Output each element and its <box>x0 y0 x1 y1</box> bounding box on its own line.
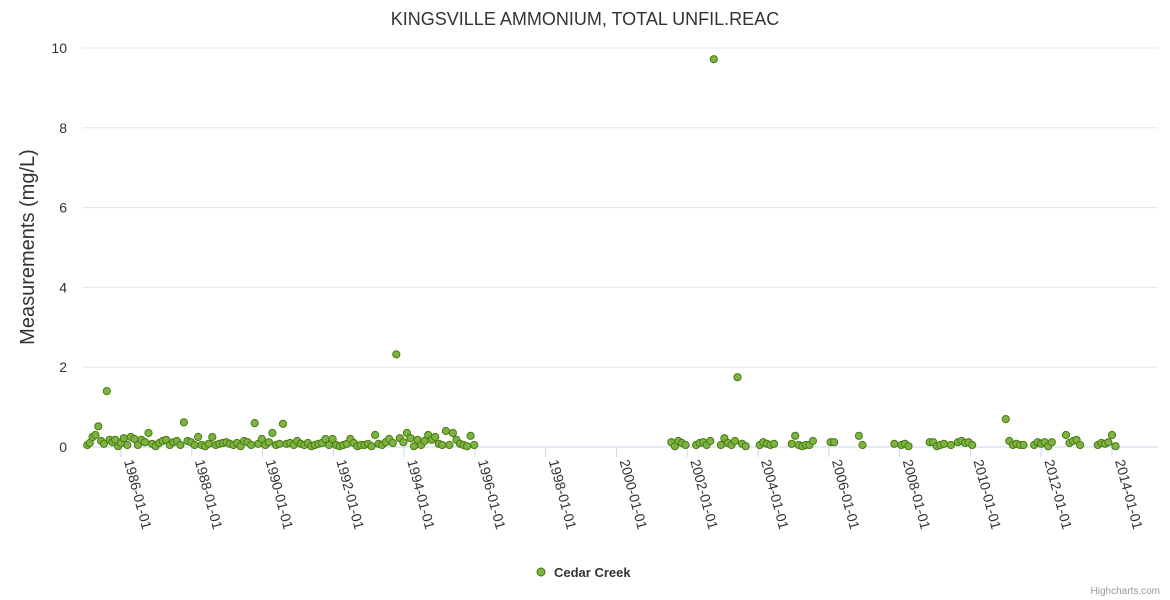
data-point[interactable] <box>716 440 726 450</box>
data-point[interactable] <box>1107 430 1117 440</box>
data-point[interactable] <box>706 436 715 446</box>
data-point[interactable] <box>939 439 949 448</box>
data-point[interactable] <box>733 373 742 382</box>
legend[interactable]: Cedar Creek <box>536 565 631 580</box>
data-point[interactable] <box>388 438 397 448</box>
data-point[interactable] <box>392 350 401 359</box>
data-point[interactable] <box>709 55 718 64</box>
data-point[interactable] <box>730 436 740 446</box>
data-point[interactable] <box>367 442 376 451</box>
series-cedar-creek <box>83 55 1120 451</box>
y-tick-label: 6 <box>59 200 67 216</box>
y-tick-label: 2 <box>59 359 67 375</box>
data-point[interactable] <box>91 430 100 440</box>
data-point[interactable] <box>890 439 899 448</box>
y-tick-label: 10 <box>51 40 67 56</box>
data-point[interactable] <box>264 438 273 447</box>
grid-lines <box>82 47 1158 368</box>
chart-title: KINGSVILLE AMMONIUM, TOTAL UNFIL.REAC <box>391 9 779 29</box>
data-point[interactable] <box>830 438 839 447</box>
y-tick-label: 0 <box>59 439 67 455</box>
data-point[interactable] <box>904 442 913 451</box>
data-point[interactable] <box>278 419 288 428</box>
data-point[interactable] <box>681 440 690 450</box>
data-point[interactable] <box>371 430 380 440</box>
data-point[interactable] <box>470 440 479 450</box>
data-point[interactable] <box>1111 442 1120 451</box>
data-point[interactable] <box>1061 430 1071 440</box>
data-point[interactable] <box>463 442 472 451</box>
data-point[interactable] <box>1076 440 1085 450</box>
data-point[interactable] <box>140 438 150 447</box>
data-point[interactable] <box>268 428 277 438</box>
data-point[interactable] <box>176 440 185 450</box>
y-tick-label: 8 <box>59 120 67 136</box>
data-point[interactable] <box>431 432 440 442</box>
data-point[interactable] <box>328 434 337 444</box>
data-point[interactable] <box>968 440 977 450</box>
data-point[interactable] <box>466 431 475 440</box>
data-point[interactable] <box>808 436 818 446</box>
data-point[interactable] <box>448 428 457 438</box>
data-point[interactable] <box>1001 415 1010 424</box>
data-point[interactable] <box>179 418 188 427</box>
data-point[interactable] <box>94 422 103 431</box>
data-point[interactable] <box>858 440 867 450</box>
data-point[interactable] <box>946 440 956 450</box>
data-point[interactable] <box>741 442 750 451</box>
data-point[interactable] <box>438 440 447 450</box>
data-point[interactable] <box>1019 440 1028 450</box>
legend-item-cedar-creek[interactable]: Cedar Creek <box>554 565 631 580</box>
legend-marker <box>536 567 546 577</box>
data-point[interactable] <box>791 431 800 440</box>
data-point[interactable] <box>99 439 109 448</box>
data-point[interactable] <box>102 387 111 396</box>
data-point[interactable] <box>275 439 284 448</box>
data-point[interactable] <box>119 434 128 443</box>
data-point[interactable] <box>441 426 450 436</box>
data-point[interactable] <box>123 440 132 450</box>
y-axis-label: Measurements (mg/L) <box>17 149 39 345</box>
data-point[interactable] <box>399 438 408 447</box>
data-point[interactable] <box>1047 438 1056 447</box>
data-point[interactable] <box>445 440 454 450</box>
data-point[interactable] <box>208 432 217 442</box>
data-point[interactable] <box>787 439 796 448</box>
credits-link[interactable]: Highcharts.com <box>1091 586 1160 597</box>
data-point[interactable] <box>190 440 199 450</box>
data-point[interactable] <box>250 419 259 428</box>
data-point[interactable] <box>194 432 203 442</box>
data-point[interactable] <box>406 434 415 443</box>
y-axis-ticks: 0 2 4 6 8 10 <box>51 40 67 455</box>
data-point[interactable] <box>144 428 153 438</box>
y-tick-label: 4 <box>59 279 67 295</box>
data-point[interactable] <box>769 439 779 448</box>
data-point[interactable] <box>247 440 256 450</box>
data-point[interactable] <box>1104 438 1113 447</box>
data-point[interactable] <box>257 434 266 444</box>
data-point[interactable] <box>204 439 213 448</box>
data-point[interactable] <box>854 431 864 440</box>
